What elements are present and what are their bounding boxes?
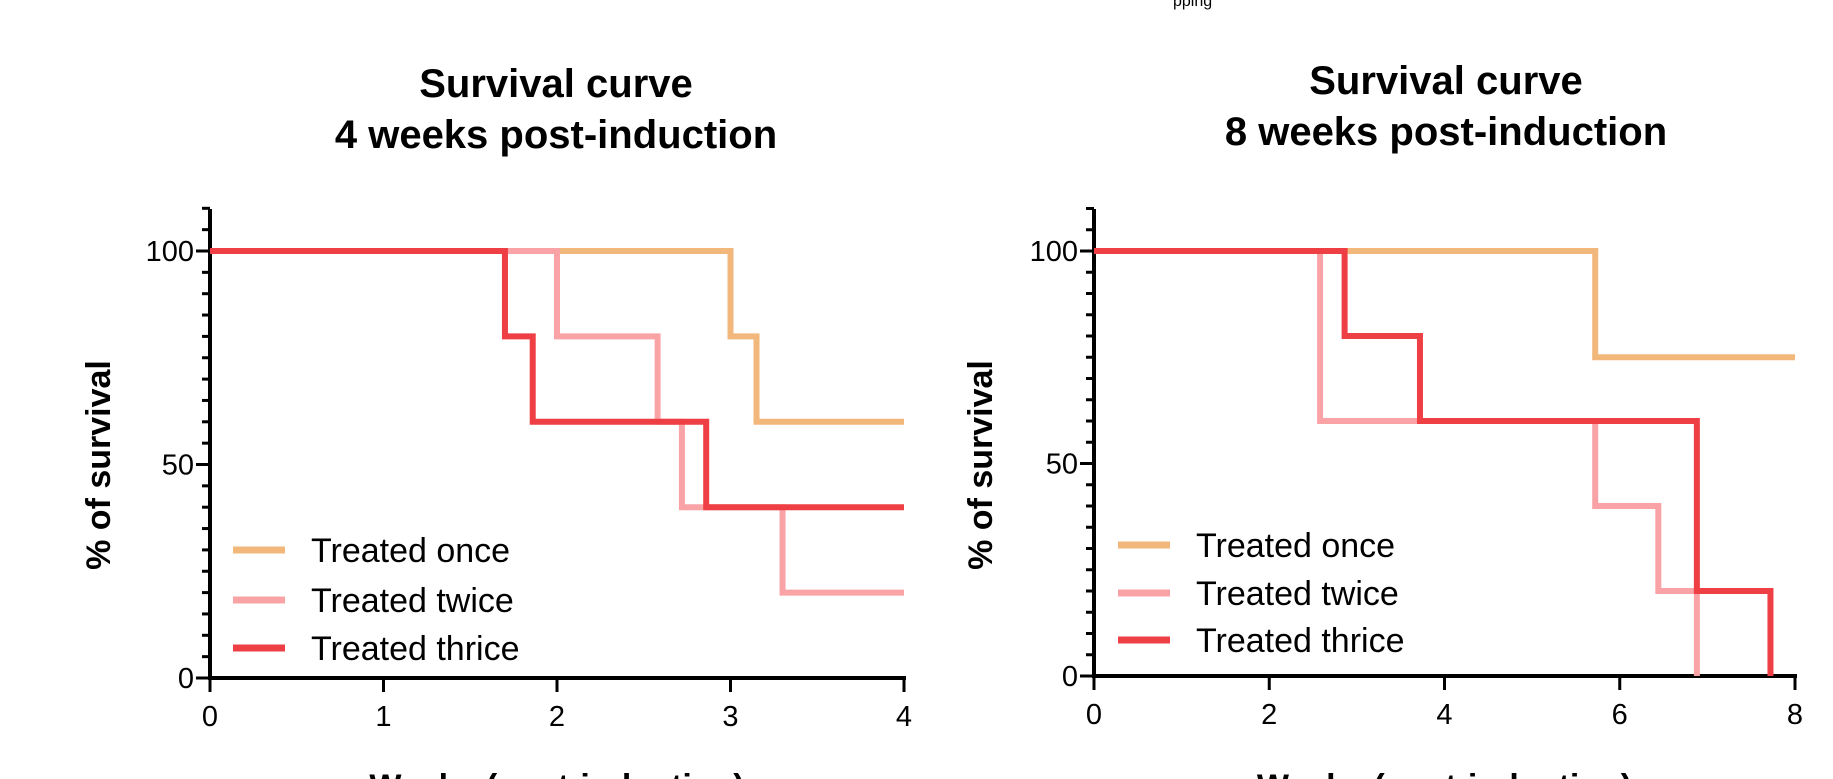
survival-chart-8-weeks: Survival curve 8 weeks post-induction % of… (962, 59, 1803, 779)
series-line-treated-twice (1094, 248, 1700, 676)
y-axis-label: % of survival (962, 360, 1000, 570)
series-line-treated-once (210, 248, 904, 425)
chart-title-line-2: 8 weeks post-induction (1225, 110, 1667, 154)
series-line-treated-once (1094, 248, 1795, 361)
legend-label: Treated twice (1196, 575, 1399, 613)
legend-label: Treated once (1196, 527, 1395, 565)
x-tick-label: 6 (1612, 699, 1628, 731)
x-tick-label: 2 (549, 701, 565, 733)
series-line-treated-thrice (1094, 248, 1774, 676)
x-axis-label: Weeks (post-induction) (369, 768, 744, 779)
chart-title-line-2: 4 weeks post-induction (335, 113, 777, 157)
x-tick-label: 4 (896, 701, 912, 733)
x-tick-label: 4 (1436, 699, 1452, 731)
chart-title-line-1: Survival curve (1309, 59, 1583, 103)
y-tick-label: 100 (1030, 236, 1078, 268)
survival-chart-4-weeks: Survival curve 4 weeks post-induction % of… (80, 62, 912, 779)
x-tick-label: 1 (375, 701, 391, 733)
y-axis-label: % of survival (80, 360, 118, 570)
legend-label: Treated twice (311, 582, 514, 620)
y-tick-label: 0 (1062, 661, 1078, 693)
legend-label: Treated thrice (311, 630, 520, 668)
chart-title-line-1: Survival curve (419, 62, 693, 106)
legend-label: Treated once (311, 532, 510, 570)
y-tick-label: 50 (162, 450, 194, 482)
y-tick-label: 0 (178, 663, 194, 695)
series-line-treated-thrice (210, 248, 904, 511)
x-tick-label: 0 (1086, 699, 1102, 731)
legend-label: Treated thrice (1196, 622, 1405, 660)
y-tick-label: 100 (146, 236, 194, 268)
x-tick-label: 8 (1787, 699, 1803, 731)
x-tick-label: 2 (1261, 699, 1277, 731)
x-tick-label: 0 (202, 701, 218, 733)
x-axis-label: Weeks (post-induction) (1257, 768, 1632, 779)
y-tick-label: 50 (1046, 449, 1078, 481)
x-tick-label: 3 (722, 701, 738, 733)
top-cropped-text: pping (1173, 0, 1212, 10)
